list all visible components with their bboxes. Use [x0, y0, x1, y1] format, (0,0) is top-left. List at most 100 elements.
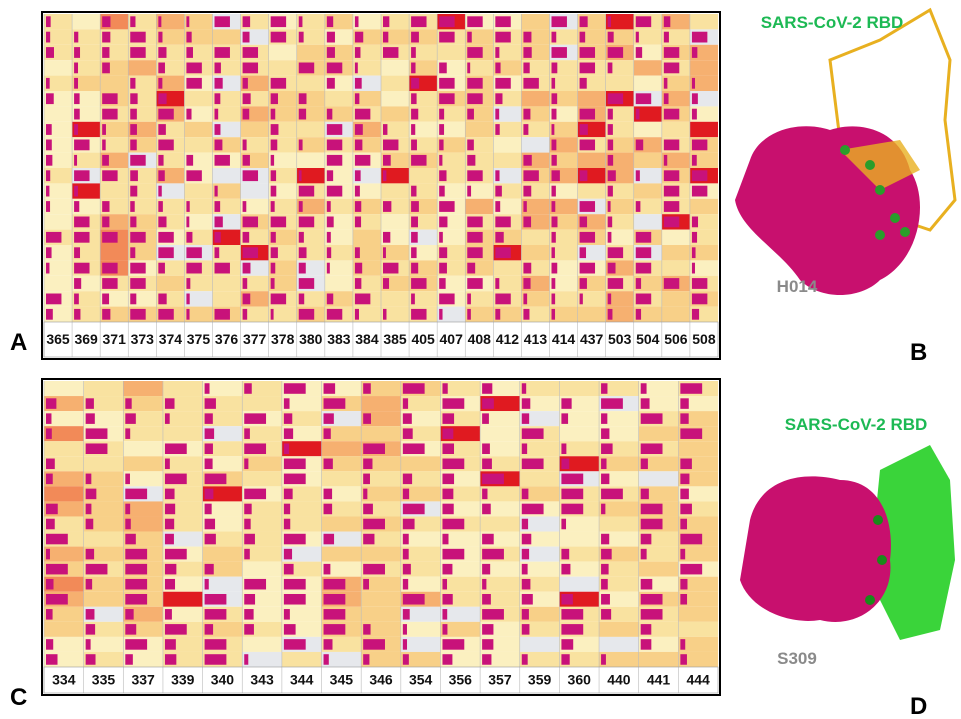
heat-cell [44, 486, 84, 501]
heat-marker [243, 93, 251, 104]
heat-cell [634, 183, 662, 198]
heat-marker [608, 278, 623, 289]
heat-marker [383, 309, 386, 320]
heat-marker [244, 443, 266, 454]
heat-marker [299, 201, 303, 212]
heat-cell [44, 60, 72, 75]
heat-cell [480, 426, 520, 441]
heat-marker [46, 32, 50, 43]
heat-marker [411, 294, 415, 305]
heat-marker [608, 201, 611, 212]
heat-marker [327, 155, 342, 166]
heat-cell [242, 562, 282, 577]
heat-marker [74, 124, 78, 135]
heat-marker [692, 93, 698, 104]
heat-marker [641, 504, 663, 515]
heat-marker [165, 654, 176, 665]
heat-marker [158, 309, 173, 320]
heat-marker [186, 263, 201, 274]
heat-marker [363, 474, 370, 485]
heat-marker [608, 217, 613, 228]
residue-label: 344 [290, 672, 314, 688]
heat-marker [46, 564, 68, 575]
heat-marker [299, 186, 314, 197]
heat-marker [467, 263, 475, 274]
heat-marker [522, 413, 529, 424]
heat-marker [523, 294, 527, 305]
heat-marker [74, 278, 81, 289]
heat-marker [442, 624, 447, 635]
heat-marker [523, 263, 531, 274]
heat-cell [156, 276, 184, 291]
heat-marker [158, 32, 162, 43]
heat-marker [403, 654, 409, 665]
heat-marker [439, 186, 445, 197]
residue-label: 354 [409, 672, 433, 688]
heat-marker [403, 504, 425, 515]
heat-cell [325, 276, 353, 291]
heat-marker [439, 78, 454, 89]
heat-marker [523, 78, 538, 89]
heat-marker [522, 443, 527, 454]
heat-marker [363, 624, 370, 635]
heat-cell [297, 76, 325, 91]
heat-marker [641, 579, 653, 590]
heat-marker [552, 78, 556, 89]
heat-cell [690, 60, 718, 75]
residue-label: 380 [299, 331, 323, 347]
heat-marker [46, 78, 50, 89]
heat-marker [46, 594, 68, 605]
heat-marker [383, 47, 398, 58]
heat-marker [130, 217, 136, 228]
heat-marker [482, 609, 504, 620]
heat-marker [680, 489, 689, 500]
heat-marker [680, 519, 687, 530]
heat-marker [165, 474, 187, 485]
heat-marker [641, 534, 652, 545]
heat-cell [690, 14, 718, 29]
heat-marker [601, 413, 607, 424]
heat-marker [186, 32, 191, 43]
heat-marker [327, 217, 334, 228]
heat-marker [561, 413, 568, 424]
heat-marker [692, 78, 695, 89]
heat-cell [269, 45, 297, 60]
heat-marker [243, 63, 258, 74]
heat-cell [437, 45, 465, 60]
heat-marker [130, 278, 145, 289]
heat-marker [244, 579, 266, 590]
heat-marker [74, 263, 89, 274]
residue-label: 385 [383, 331, 407, 347]
heat-marker [165, 639, 176, 650]
heat-marker [158, 140, 173, 151]
residue-label: 375 [187, 331, 211, 347]
heat-marker [186, 217, 189, 228]
heat-marker [608, 155, 613, 166]
heat-marker [324, 564, 331, 575]
residue-label: 504 [636, 331, 660, 347]
heat-marker [243, 294, 251, 305]
heat-marker [74, 140, 89, 151]
heat-marker [680, 549, 685, 560]
heat-marker [680, 579, 687, 590]
heat-marker [102, 63, 110, 74]
heat-marker [46, 140, 52, 151]
heat-marker [125, 654, 133, 665]
heat-marker [186, 232, 192, 243]
heat-marker [165, 413, 170, 424]
heat-cell [409, 168, 437, 183]
heat-marker [125, 609, 133, 620]
heat-cell [213, 291, 241, 306]
heat-marker [86, 413, 95, 424]
heat-marker [130, 109, 137, 120]
panel-letter: D [910, 693, 927, 719]
heatmap [44, 381, 718, 693]
heat-marker [46, 549, 50, 560]
heat-marker [243, 32, 250, 43]
heat-marker [411, 78, 419, 89]
heat-marker [442, 398, 464, 409]
heat-marker [102, 217, 109, 228]
heat-marker [664, 170, 679, 181]
heat-marker [205, 624, 213, 635]
residue-label: 373 [131, 331, 155, 347]
